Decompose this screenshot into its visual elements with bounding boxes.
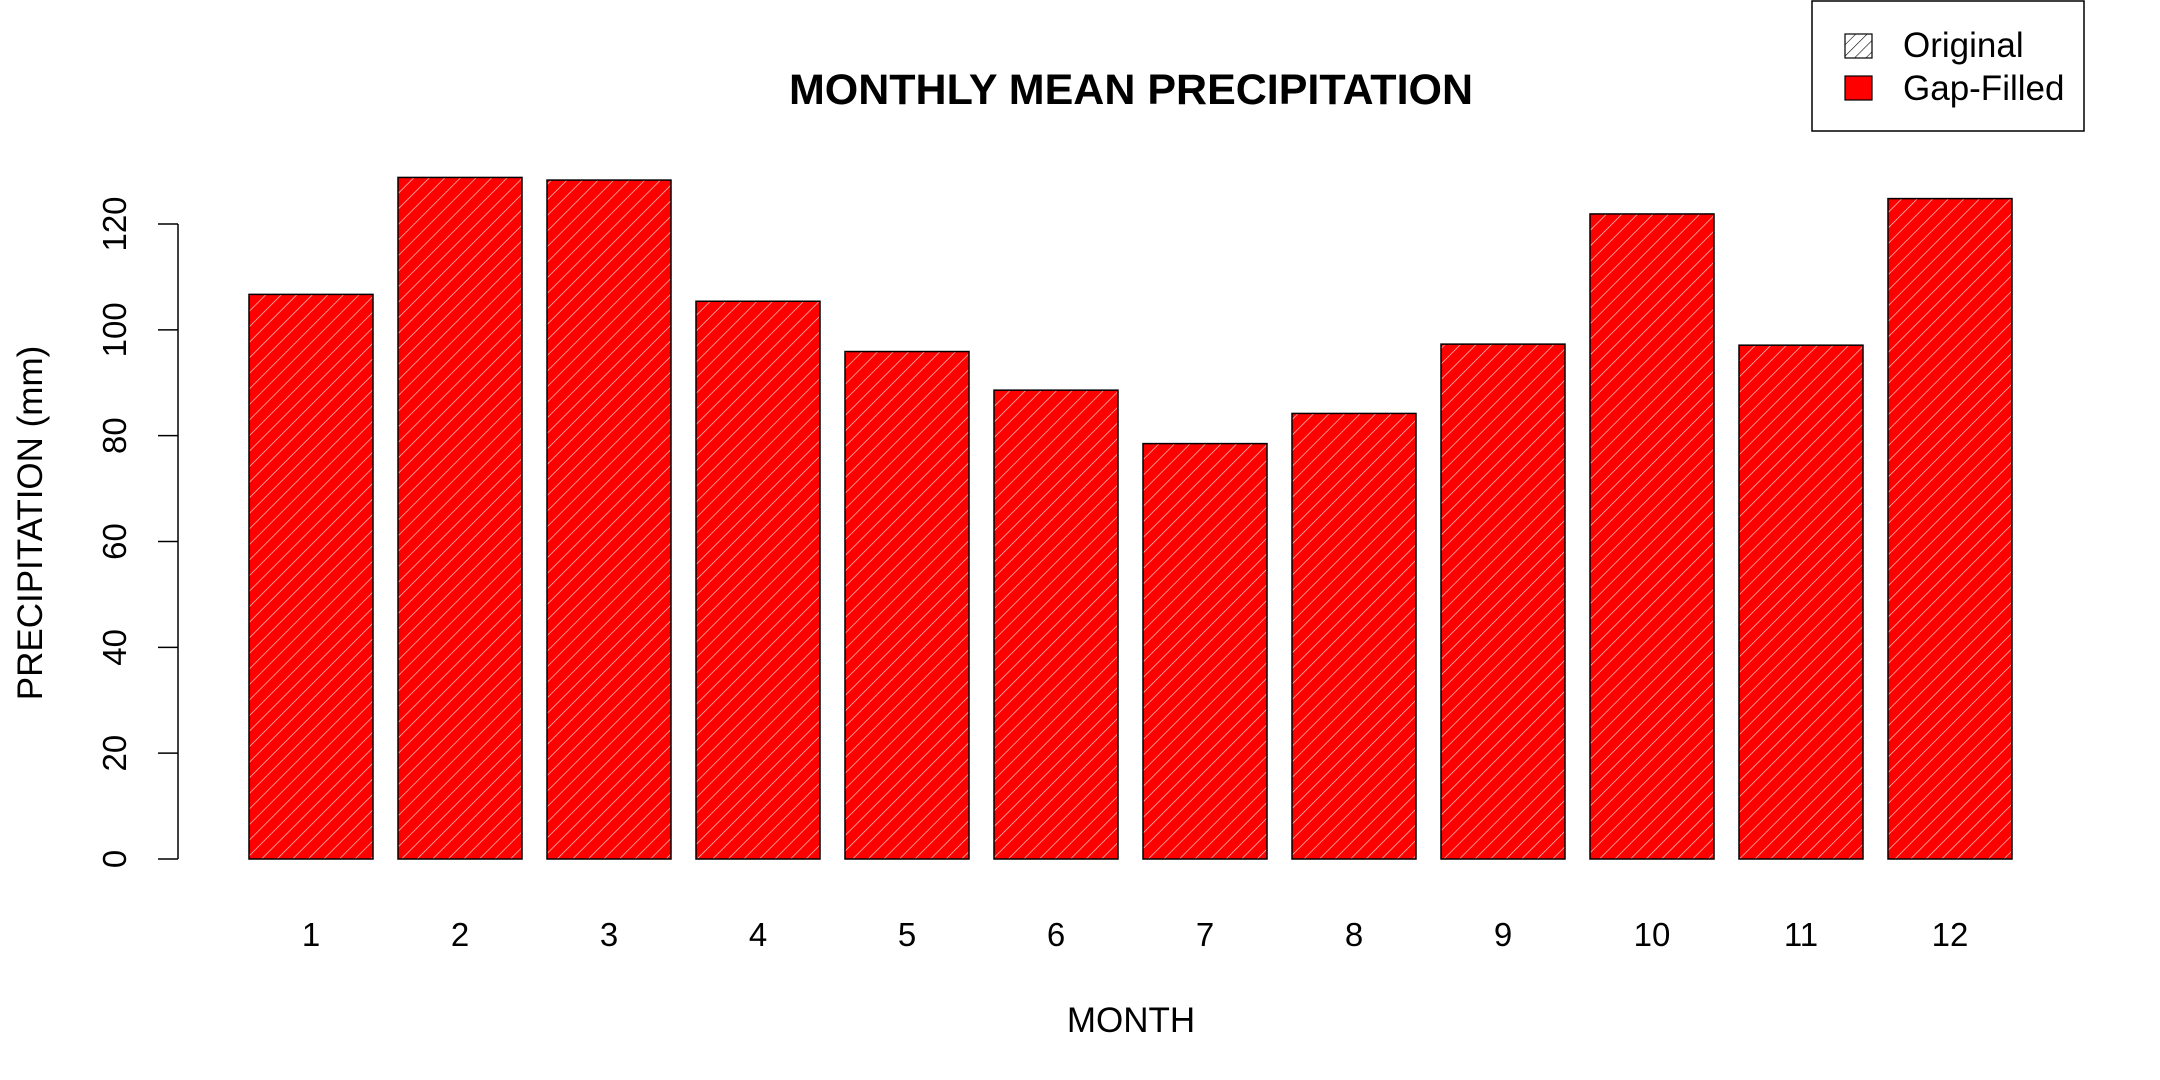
y-tick-label: 20 — [96, 735, 133, 772]
y-axis-label: PRECIPITATION (mm) — [11, 346, 50, 701]
x-tick-label: 12 — [1932, 916, 1969, 953]
x-tick-label: 3 — [600, 916, 618, 953]
bar-original — [397, 176, 523, 860]
bar-original — [695, 300, 821, 860]
legend-label-original: Original — [1903, 26, 2024, 65]
y-tick-label: 0 — [96, 850, 133, 868]
bar-original — [1738, 344, 1864, 860]
bar-original — [1440, 343, 1566, 860]
bar-original — [1589, 213, 1715, 860]
chart-title: MONTHLY MEAN PRECIPITATION — [789, 66, 1473, 114]
bar-original — [1887, 197, 2013, 860]
bar-original — [844, 350, 970, 860]
x-tick-label: 11 — [1784, 916, 1818, 953]
x-tick-label: 8 — [1345, 916, 1363, 953]
y-tick-label: 120 — [96, 196, 133, 251]
legend: Original Gap-Filled — [1811, 0, 2085, 132]
legend-label-gap-filled: Gap-Filled — [1903, 69, 2064, 108]
x-tick-label: 5 — [898, 916, 916, 953]
bar-original — [993, 389, 1119, 860]
x-tick-label: 1 — [302, 916, 320, 953]
y-tick-label: 100 — [96, 302, 133, 357]
legend-swatch-original — [1844, 33, 1873, 59]
x-tick-label: 2 — [451, 916, 469, 953]
bars-group — [248, 176, 2013, 860]
y-tick-label: 60 — [96, 523, 133, 560]
x-tick-label: 9 — [1494, 916, 1512, 953]
y-tick-label: 40 — [96, 629, 133, 666]
x-tick-label: 10 — [1634, 916, 1671, 953]
x-tick-label: 6 — [1047, 916, 1065, 953]
x-axis-label: MONTH — [1067, 1001, 1195, 1040]
bar-original — [546, 179, 672, 860]
legend-box — [1811, 0, 2085, 132]
legend-swatch-gap-filled — [1844, 75, 1873, 101]
x-tick-label: 7 — [1196, 916, 1214, 953]
bar-original — [1291, 412, 1417, 860]
bar-original — [248, 293, 374, 860]
x-tick-labels: 1 2 3 4 5 6 7 8 9 10 11 12 — [302, 916, 1969, 953]
bar-original — [1142, 442, 1268, 860]
y-tick-label: 80 — [96, 417, 133, 454]
x-tick-label: 4 — [749, 916, 767, 953]
y-axis: 0 20 40 60 80 100 120 — [96, 196, 179, 868]
